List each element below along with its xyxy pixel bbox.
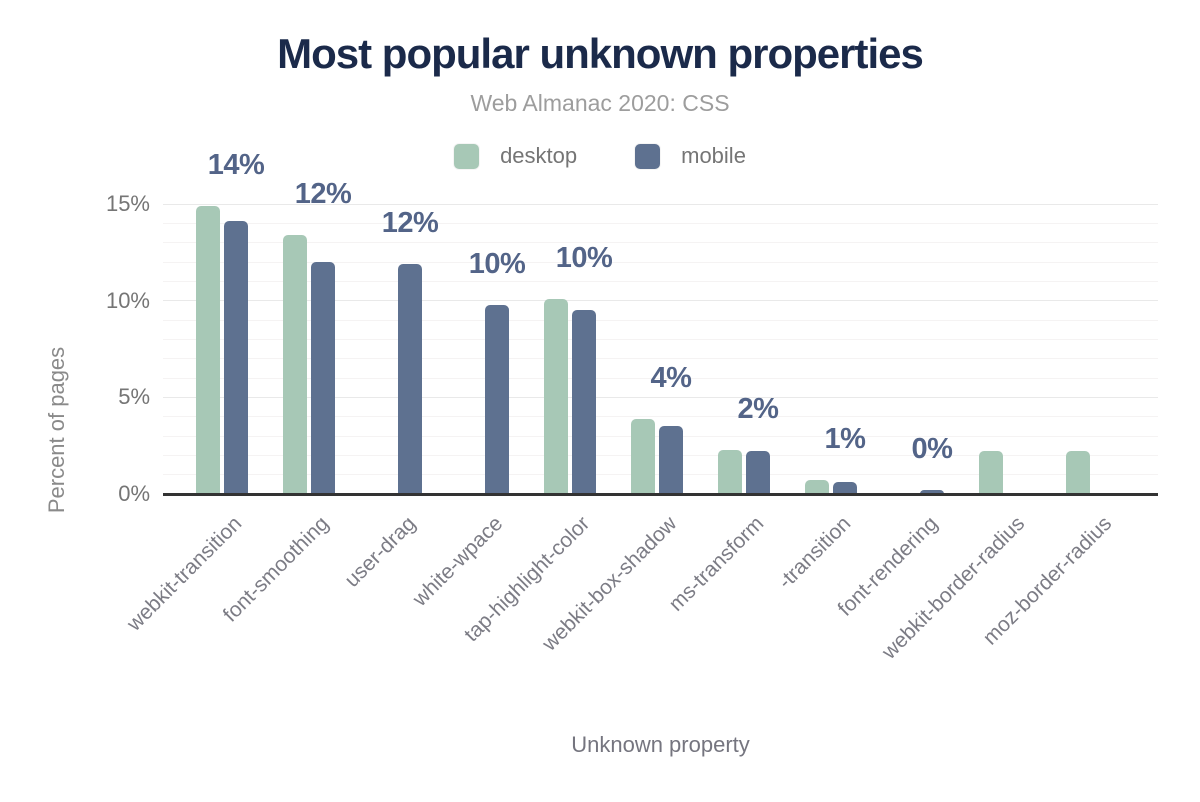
minor-gridline [163, 338, 1158, 340]
bar-value-label: 14% [207, 148, 265, 181]
bar-mobile-webkit-transition[interactable] [224, 221, 248, 494]
minor-gridline [163, 319, 1158, 321]
chart-title: Most popular unknown properties [277, 30, 924, 77]
bar-value-label: 12% [294, 177, 352, 210]
bar-value-label: 2% [737, 392, 779, 425]
minor-gridline [163, 377, 1158, 379]
bar-value-label: 0% [911, 433, 953, 466]
bar-value-label: 4% [650, 361, 692, 394]
bar-mobile-tap-highlight-color[interactable] [572, 310, 596, 494]
y-tick-label: 15% [105, 191, 150, 216]
bar-value-label: 10% [468, 247, 526, 280]
minor-gridline [163, 280, 1158, 282]
y-axis-title: Percent of pages [44, 346, 69, 514]
bar-mobile-font-smoothing[interactable] [311, 262, 335, 494]
y-tick-label: 10% [105, 287, 150, 313]
bar-desktop-moz-border-radius[interactable] [1066, 451, 1090, 494]
bar-mobile-white-wpace[interactable] [485, 304, 509, 494]
chart-subtitle: Web Almanac 2020: CSS [470, 90, 730, 116]
legend-label-desktop: desktop [500, 143, 578, 168]
bar-value-label: 10% [555, 241, 613, 274]
bar-mobile-webkit-box-shadow[interactable] [659, 426, 683, 494]
bar-desktop--transition[interactable] [805, 480, 829, 494]
chart-legend: desktop mobile [0, 143, 1200, 169]
bar-desktop-webkit-border-radius[interactable] [979, 451, 1003, 494]
bar-mobile-user-drag[interactable] [398, 263, 422, 494]
x-tick-label: user-drag [340, 512, 421, 592]
minor-gridline [163, 416, 1158, 418]
major-gridline [163, 300, 1158, 302]
bar-mobile-ms-transform[interactable] [746, 451, 770, 494]
x-tick-label: -transition [773, 512, 856, 594]
mobile-swatch-icon [635, 143, 661, 169]
bar-desktop-tap-highlight-color[interactable] [544, 298, 568, 494]
desktop-swatch-icon [454, 143, 480, 169]
minor-gridline [163, 261, 1158, 263]
y-tick-label: 0% [118, 481, 150, 506]
bar-desktop-ms-transform[interactable] [718, 449, 742, 494]
bar-value-label: 1% [824, 423, 866, 456]
bar-mobile-font-rendering[interactable] [920, 490, 944, 494]
x-axis-title: Unknown property [571, 732, 750, 757]
y-tick-label: 5% [118, 384, 150, 410]
bar-value-label: 12% [381, 206, 439, 239]
minor-gridline [163, 358, 1158, 360]
bar-desktop-font-smoothing[interactable] [283, 234, 307, 494]
minor-gridline [163, 222, 1158, 224]
legend-label-mobile: mobile [681, 143, 746, 168]
x-axis-line [163, 492, 1158, 496]
major-gridline [163, 396, 1158, 398]
bar-mobile--transition[interactable] [833, 482, 857, 494]
x-tick-label: webkit-border-radius [877, 512, 1030, 664]
bar-desktop-webkit-transition[interactable] [196, 205, 220, 494]
major-gridline [163, 203, 1158, 205]
legend-item-desktop[interactable]: desktop [454, 143, 577, 169]
minor-gridline [163, 242, 1158, 244]
bar-desktop-webkit-box-shadow[interactable] [631, 418, 655, 494]
legend-item-mobile[interactable]: mobile [635, 143, 746, 169]
